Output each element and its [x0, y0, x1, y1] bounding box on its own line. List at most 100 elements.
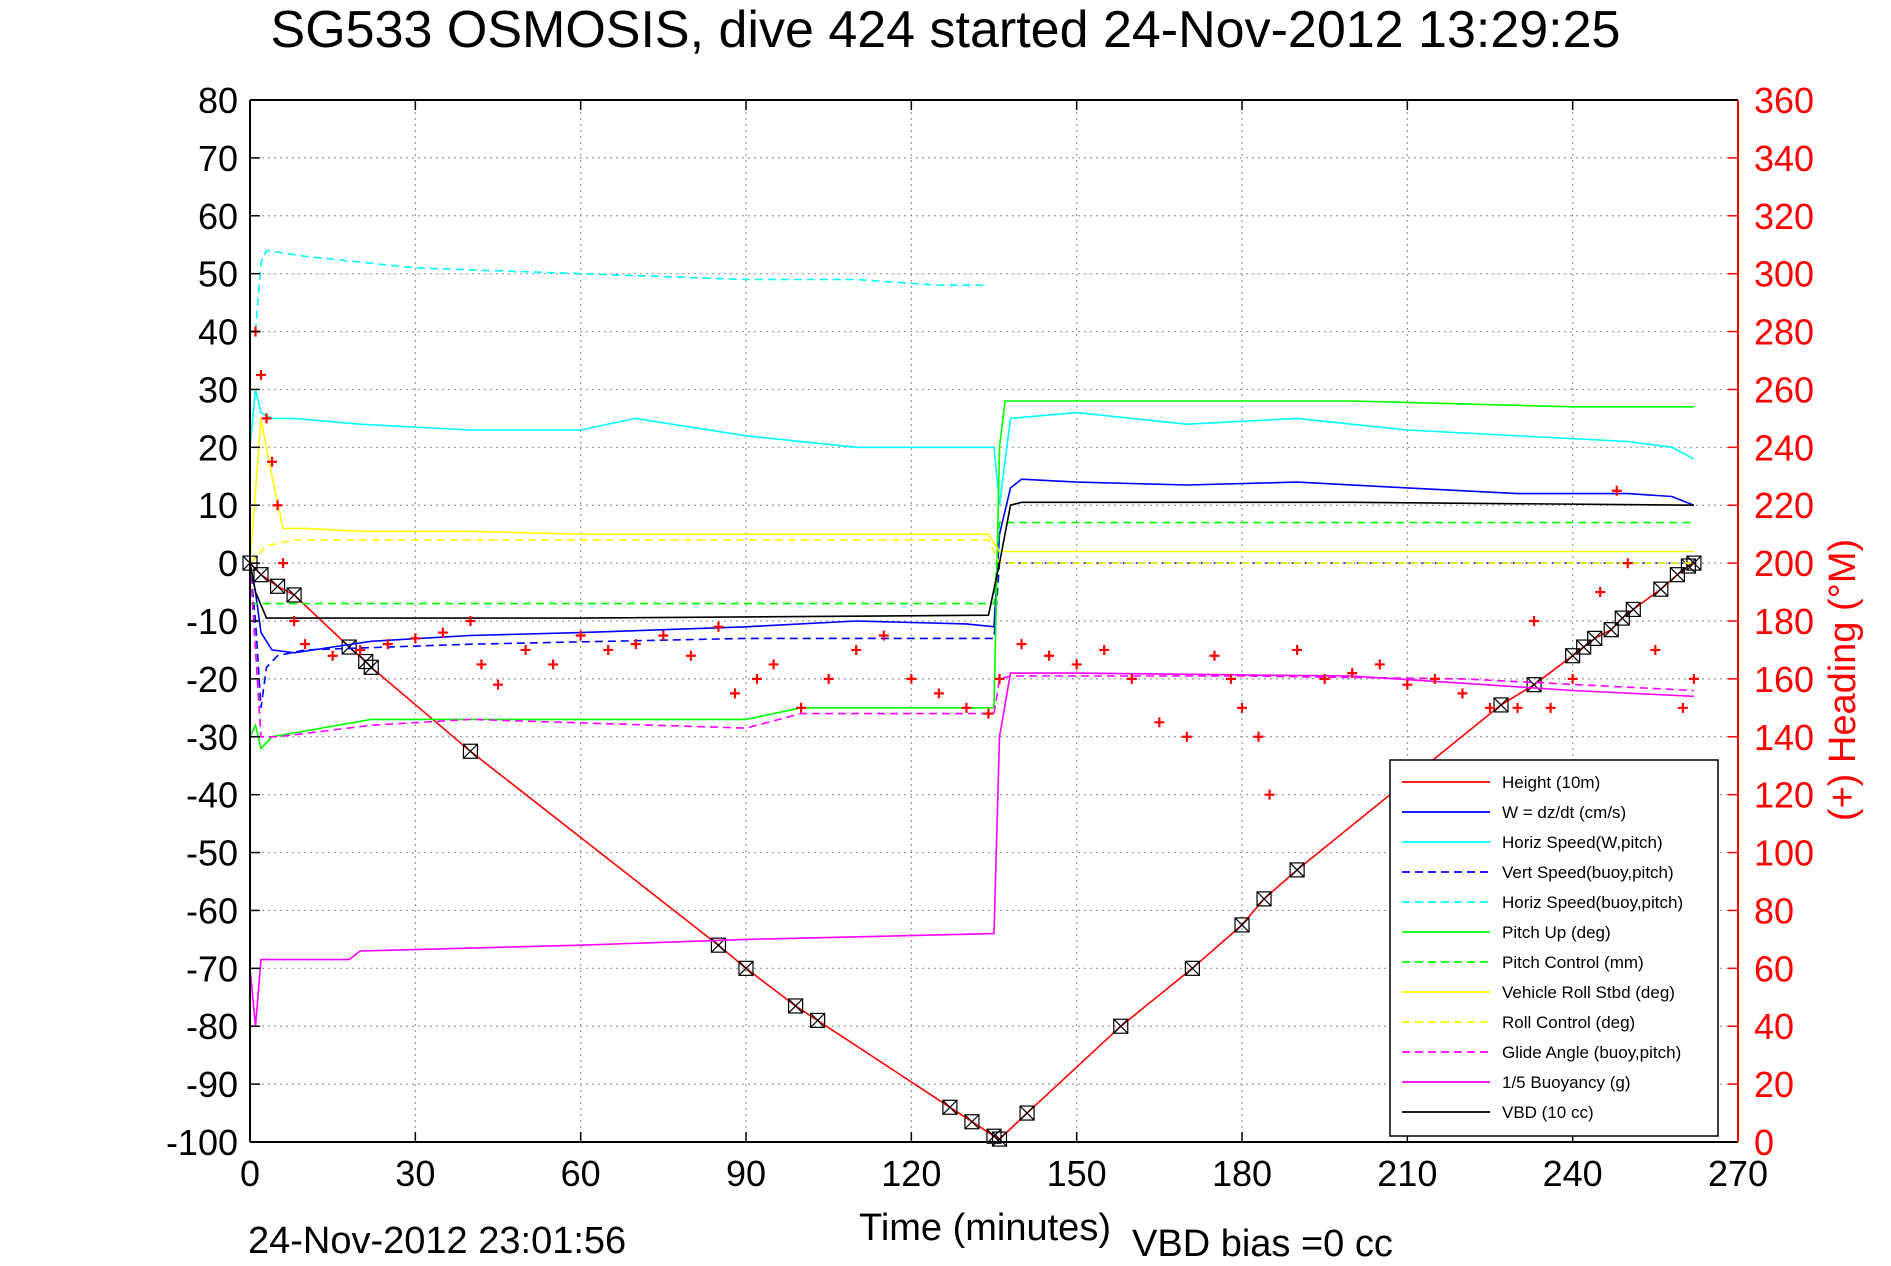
marker-cross — [1565, 648, 1581, 664]
height-point-marker — [462, 743, 479, 759]
heading-point — [768, 659, 779, 670]
legend-label: Vehicle Roll Stbd (deg) — [1502, 983, 1675, 1002]
heading-point — [261, 413, 272, 424]
heading-point — [1485, 702, 1495, 713]
legend-label: Height (10m) — [1502, 773, 1600, 792]
marker-box — [964, 1114, 980, 1130]
marker-box — [942, 1099, 958, 1115]
x-tick-label: 120 — [881, 1153, 941, 1194]
marker-box — [1113, 1018, 1129, 1034]
y-tick-label: -70 — [186, 948, 238, 989]
heading-point — [1545, 702, 1556, 713]
height-point-marker — [986, 1128, 1002, 1144]
height-point-marker — [738, 960, 754, 976]
series-line-pitch_control — [250, 521, 1694, 605]
marker-box — [1184, 960, 1201, 976]
x-tick-label: 210 — [1377, 1153, 1437, 1194]
y-tick-label: 0 — [218, 543, 238, 584]
marker-box — [810, 1012, 826, 1029]
height-point-marker — [269, 578, 286, 594]
height-point-marker — [1614, 610, 1630, 626]
height-point-marker — [253, 567, 269, 583]
y2-tick-label: 360 — [1754, 80, 1814, 121]
heading-point — [1688, 673, 1699, 684]
marker-cross — [286, 587, 302, 603]
marker-box — [1493, 697, 1509, 713]
y-tick-label: -50 — [186, 833, 238, 874]
heading-point — [355, 644, 366, 655]
heading-point — [1347, 668, 1358, 679]
x-tick-label: 240 — [1543, 1153, 1603, 1194]
marker-box — [1526, 677, 1542, 693]
heading-point — [983, 708, 994, 719]
height-point-marker — [1234, 917, 1250, 933]
marker-cross — [341, 639, 357, 655]
heading-point — [630, 639, 641, 650]
y2-tick-label: 0 — [1754, 1122, 1774, 1163]
marker-cross — [1019, 1105, 1035, 1121]
y-tick-label: 70 — [198, 138, 238, 179]
heading-point — [410, 633, 421, 644]
marker-box — [1576, 639, 1592, 655]
marker-cross — [1184, 960, 1200, 976]
height-point-marker — [1680, 558, 1697, 574]
y2-tick-label: 320 — [1754, 196, 1814, 237]
x-axis-label: Time (minutes) — [859, 1207, 1111, 1249]
marker-box — [1256, 891, 1272, 907]
x-tick-label: 60 — [561, 1153, 601, 1194]
heading-point — [575, 630, 586, 641]
heading-point — [465, 616, 476, 626]
marker-box — [253, 567, 269, 583]
height-point-marker — [363, 659, 379, 675]
heading-point — [729, 688, 740, 699]
y2-tick-label: 100 — [1754, 833, 1814, 874]
legend-label: Horiz Speed(W,pitch) — [1502, 833, 1663, 852]
legend-label: Pitch Up (deg) — [1502, 923, 1611, 942]
x-tick-label: 0 — [240, 1153, 260, 1194]
footer-timestamp: 24-Nov-2012 23:01:56 — [248, 1220, 627, 1262]
height-point-marker — [1019, 1105, 1035, 1121]
y-tick-label: 20 — [198, 427, 238, 468]
marker-box — [738, 960, 754, 976]
right-axis-label: (+) Heading (°M) — [1822, 539, 1864, 821]
marker-cross — [942, 1099, 958, 1115]
marker-cross — [363, 659, 379, 675]
y2-tick-label: 280 — [1754, 312, 1814, 353]
y2-tick-label: 240 — [1754, 427, 1814, 468]
marker-box — [1587, 630, 1603, 646]
marker-box — [1653, 581, 1669, 597]
marker-box — [1680, 558, 1697, 574]
marker-cross — [992, 1131, 1007, 1147]
heading-point — [548, 659, 559, 670]
height-point-marker — [810, 1012, 826, 1029]
height-point-marker — [1526, 677, 1542, 693]
heading-point — [1209, 650, 1220, 661]
height-point-marker — [1576, 639, 1592, 655]
y2-tick-label: 180 — [1754, 601, 1814, 642]
height-point-marker — [1587, 630, 1603, 646]
y2-tick-label: 340 — [1754, 138, 1814, 179]
heading-point — [1099, 644, 1110, 655]
heading-point — [933, 688, 944, 699]
marker-box — [358, 653, 374, 670]
heading-point — [1677, 702, 1688, 713]
y-tick-label: 40 — [198, 312, 238, 353]
heading-point — [878, 630, 889, 641]
heading-point — [796, 702, 807, 713]
marker-box — [341, 639, 357, 655]
heading-point — [1650, 644, 1661, 655]
heading-point — [1264, 789, 1275, 800]
height-point-marker — [1256, 891, 1272, 907]
marker-cross — [1256, 891, 1272, 907]
heading-point — [1181, 731, 1192, 742]
height-point-marker — [1113, 1018, 1129, 1034]
heading-point — [437, 627, 448, 638]
heading-point — [267, 456, 278, 467]
marker-cross — [1669, 567, 1685, 583]
heading-point — [1154, 717, 1165, 728]
marker-box — [1234, 917, 1250, 933]
heading-point — [603, 644, 614, 655]
heading-point — [382, 639, 393, 650]
y-tick-label: -90 — [186, 1064, 238, 1105]
height-point-marker — [1625, 601, 1641, 618]
